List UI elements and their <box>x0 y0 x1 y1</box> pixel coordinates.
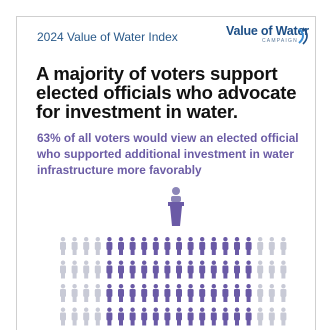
card-frame <box>16 16 316 330</box>
person-icon <box>141 260 148 279</box>
person-icon <box>60 307 66 326</box>
person-icon <box>106 237 113 255</box>
person-icon <box>152 307 159 326</box>
person-icon <box>199 237 206 255</box>
person-icon <box>199 307 206 326</box>
person-icon <box>94 260 101 279</box>
person-icon <box>106 260 113 279</box>
person-icon <box>245 284 252 302</box>
podium-speaker-icon <box>168 187 184 226</box>
value-of-water-logo: Value of Water CAMPAIGN <box>226 24 312 54</box>
headline: A majority of voters support elected off… <box>36 63 297 122</box>
person-icon <box>118 237 124 255</box>
person-icon <box>71 237 78 255</box>
person-icon <box>210 284 217 302</box>
person-icon <box>187 284 194 302</box>
person-icon <box>176 284 182 302</box>
person-icon <box>60 284 66 302</box>
person-icon <box>83 237 90 255</box>
person-icon <box>210 237 217 255</box>
person-icon <box>280 237 287 255</box>
person-icon <box>71 284 78 302</box>
person-icon <box>141 284 148 302</box>
person-icon <box>118 307 124 326</box>
person-icon <box>176 260 182 279</box>
person-icon <box>164 284 171 302</box>
person-icon <box>60 260 66 279</box>
person-icon <box>176 307 182 326</box>
person-icon <box>210 260 217 279</box>
person-icon <box>222 260 229 279</box>
person-icon <box>129 284 136 302</box>
person-icon <box>83 307 90 326</box>
person-icon <box>71 260 78 279</box>
person-icon <box>210 307 217 326</box>
person-icon <box>199 284 206 302</box>
person-icon <box>280 307 287 326</box>
person-icon <box>234 260 240 279</box>
person-icon <box>234 307 240 326</box>
person-icon <box>129 307 136 326</box>
person-icon <box>187 307 194 326</box>
voter-icon-grid <box>60 237 287 326</box>
person-icon <box>164 237 171 255</box>
person-icon <box>141 307 148 326</box>
person-icon <box>268 260 275 279</box>
person-icon <box>118 260 124 279</box>
index-title: 2024 Value of Water Index <box>37 30 178 44</box>
person-icon <box>257 284 264 302</box>
person-icon <box>199 260 206 279</box>
person-icon <box>257 237 264 255</box>
person-icon <box>60 237 66 255</box>
person-icon <box>245 237 252 255</box>
person-icon <box>164 260 171 279</box>
person-icon <box>118 284 124 302</box>
person-icon <box>83 284 90 302</box>
person-icon <box>245 307 252 326</box>
logo-wordmark: Value of Water <box>226 24 309 38</box>
person-icon <box>164 307 171 326</box>
person-icon <box>222 237 229 255</box>
person-icon <box>71 307 78 326</box>
water-waves-icon <box>298 27 308 45</box>
person-icon <box>187 260 194 279</box>
person-icon <box>141 237 148 255</box>
person-icon <box>257 307 264 326</box>
person-icon <box>234 237 240 255</box>
person-icon <box>245 260 252 279</box>
person-icon <box>280 284 287 302</box>
person-icon <box>83 260 90 279</box>
person-icon <box>152 284 159 302</box>
person-icon <box>152 237 159 255</box>
person-icon <box>94 237 101 255</box>
person-icon <box>268 237 275 255</box>
subheadline: 63% of all voters would view an elected … <box>37 131 299 177</box>
logo-subtitle: CAMPAIGN <box>262 38 298 44</box>
person-icon <box>268 284 275 302</box>
person-icon <box>176 237 182 255</box>
person-icon <box>129 237 136 255</box>
person-icon <box>234 284 240 302</box>
person-icon <box>268 307 275 326</box>
person-icon <box>280 260 287 279</box>
person-icon <box>222 284 229 302</box>
person-icon <box>94 307 101 326</box>
person-icon <box>106 307 113 326</box>
person-icon <box>222 307 229 326</box>
person-icon <box>129 260 136 279</box>
person-icon <box>152 260 159 279</box>
person-icon <box>187 237 194 255</box>
person-icon <box>94 284 101 302</box>
person-icon <box>257 260 264 279</box>
person-icon <box>106 284 113 302</box>
